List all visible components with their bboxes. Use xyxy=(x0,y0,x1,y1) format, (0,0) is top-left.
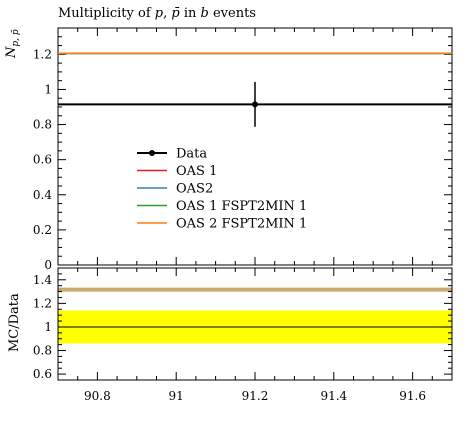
legend-label: OAS 1 xyxy=(176,164,217,179)
y-tick-label: 1 xyxy=(44,82,52,96)
legend-label: OAS2 xyxy=(176,182,213,197)
y-tick-label: 0.6 xyxy=(33,153,52,167)
ratio-y-tick-label: 1 xyxy=(44,320,52,334)
x-tick-label: 91.4 xyxy=(320,389,347,403)
ratio-y-tick-label: 1.2 xyxy=(33,296,52,310)
legend-label: OAS 1 FSPT2MIN 1 xyxy=(176,199,307,214)
main-panel: 0 0.2 0.4 0.6 0.8 1 1.2 xyxy=(33,27,453,272)
legend-marker xyxy=(149,150,155,156)
ratio-y-axis-label: MC/Data xyxy=(7,293,22,352)
main-y-axis-label: Np, p̄ xyxy=(4,29,21,59)
y-tick-label: 0 xyxy=(44,258,52,272)
legend-label: OAS 2 FSPT2MIN 1 xyxy=(176,217,307,232)
x-tick-label: 91.6 xyxy=(399,389,426,403)
data-point xyxy=(252,101,258,108)
legend-label: Data xyxy=(176,147,207,162)
y-tick-label: 0.2 xyxy=(33,223,52,237)
y-tick-label: 1.2 xyxy=(33,47,52,61)
ratio-y-tick-label: 0.6 xyxy=(33,367,52,381)
y-tick-label: 0.4 xyxy=(33,188,52,202)
chart-title: Multiplicity of p, p̄ in b events xyxy=(58,6,256,21)
ratio-y-tick-label: 1.4 xyxy=(33,273,52,287)
y-tick-label: 0.8 xyxy=(33,118,52,132)
legend: Data OAS 1 OAS2 OAS 1 FSPT2MIN 1 OAS 2 FSPT2… xyxy=(137,147,307,232)
x-tick-label: 91.2 xyxy=(242,389,269,403)
x-tick-label: 90.8 xyxy=(84,389,111,403)
ratio-panel: 0.6 0.8 1 1.2 1.4 90.8 91 91.2 91.4 91.6 xyxy=(33,267,453,403)
ratio-y-tick-label: 0.8 xyxy=(33,344,52,358)
x-tick-label: 91 xyxy=(169,389,184,403)
